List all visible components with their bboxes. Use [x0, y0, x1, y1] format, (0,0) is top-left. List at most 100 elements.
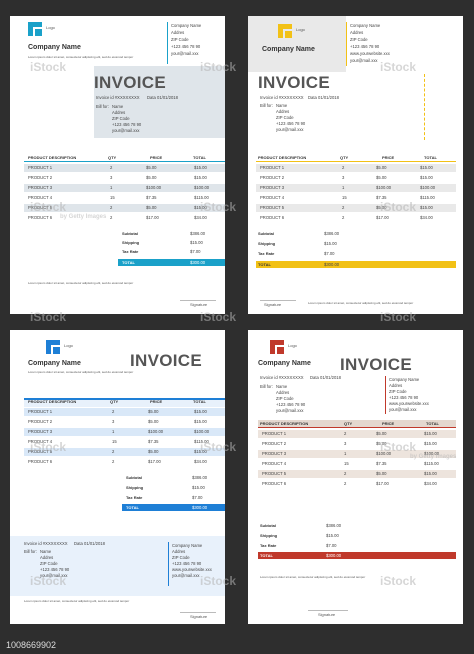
table-row [24, 164, 225, 172]
bill-address: Addres [276, 390, 290, 395]
cell-price: $5.00 [146, 165, 157, 170]
table-row [24, 184, 225, 192]
header-description: PRODUCT DESCRIPTION [28, 155, 77, 160]
cell-price: $5.00 [376, 441, 387, 446]
cell-total: $15.00 [194, 449, 207, 454]
company-info-website: www.yourwebsite.xxx [389, 401, 429, 406]
cell-qty: 1 [342, 185, 345, 190]
tax-value: $7.00 [326, 543, 337, 548]
cell-description: PRODUCT 5 [260, 205, 285, 210]
accent-bar [168, 542, 169, 586]
watermark-brand: iStock [30, 60, 67, 74]
cell-price: $17.00 [376, 215, 389, 220]
company-info-zip: ZIP Code [389, 389, 407, 394]
bill-phone: +123 456 78 90 [112, 122, 142, 127]
cell-qty: 1 [112, 429, 115, 434]
cell-price: $100.00 [376, 451, 392, 456]
cell-price: $5.00 [376, 431, 387, 436]
company-name: Company Name [258, 360, 311, 367]
total-label: TOTAL [126, 505, 139, 510]
cell-description: PRODUCT 1 [28, 165, 53, 170]
cell-total: $100.00 [424, 451, 440, 456]
bill-name: Name [112, 104, 124, 109]
cell-description: PRODUCT 4 [262, 461, 287, 466]
header-qty: QTY [340, 155, 349, 160]
header-price: PRICE [382, 421, 395, 426]
table-header [24, 398, 225, 407]
invoice-title: INVOICE [340, 355, 413, 374]
bill-email: your@mail.xxx [276, 408, 304, 413]
watermark-brand: iStock [30, 574, 67, 588]
total-value: $300.00 [190, 260, 206, 265]
side-accent-dots [424, 74, 426, 140]
company-info-phone: +123 456 78 90 [350, 44, 380, 49]
company-info-name: Company Name [350, 23, 381, 28]
header-qty: QTY [110, 399, 119, 404]
company-info-address: Addres [389, 383, 403, 388]
subtotal-label: Subtotal [126, 475, 142, 480]
cell-price: $7.35 [376, 195, 387, 200]
table-row [256, 174, 456, 182]
logo-icon [28, 22, 42, 36]
cell-qty: 2 [110, 165, 113, 170]
bill-name: Name [276, 384, 288, 389]
cell-qty: 2 [344, 431, 347, 436]
cell-total: $100.00 [194, 429, 210, 434]
invoice-title: INVOICE [94, 73, 167, 92]
bill-zip: ZIP Code [276, 115, 294, 120]
bill-phone: +123 456 78 90 [276, 402, 306, 407]
table-row [24, 214, 225, 222]
logo-icon [270, 340, 284, 354]
cell-description: PRODUCT 5 [262, 471, 287, 476]
total-value: $300.00 [192, 505, 208, 510]
cell-qty: 2 [112, 409, 115, 414]
subtotal-label: Subtotal [260, 523, 276, 528]
cell-price: $17.00 [148, 459, 161, 464]
subtotal-value: $386.00 [326, 523, 342, 528]
invoice-title: INVOICE [130, 351, 203, 370]
cell-qty: 15 [110, 195, 115, 200]
image-id: 1008669902 [6, 640, 57, 650]
invoice-id: Invoice id #XXXXXXXX [260, 95, 304, 100]
cell-price: $17.00 [376, 481, 389, 486]
cell-qty: 1 [344, 451, 347, 456]
total-value: $300.00 [324, 262, 340, 267]
cell-total: $34.00 [194, 215, 207, 220]
table-row [258, 450, 456, 458]
header-description: PRODUCT DESCRIPTION [260, 421, 309, 426]
header-total: TOTAL [426, 421, 439, 426]
shipping-label: Shipping [122, 240, 140, 245]
cell-price: $7.35 [148, 439, 159, 444]
table-row [24, 418, 225, 426]
cell-qty: 15 [344, 461, 349, 466]
tax-label: Tax Rate [122, 249, 139, 254]
company-name: Company Name [262, 46, 315, 53]
cell-description: PRODUCT 2 [262, 441, 287, 446]
cell-total: $15.00 [194, 175, 207, 180]
bill-panel [94, 66, 225, 138]
tax-label: Tax Rate [258, 251, 275, 256]
company-info-address: Addres [171, 30, 185, 35]
signature-label: Signature [318, 612, 336, 617]
bill-zip: ZIP Code [112, 116, 130, 121]
cell-qty: 3 [112, 419, 115, 424]
invoice-date: Data 01/01/2018 [74, 541, 105, 546]
shipping-label: Shipping [126, 485, 144, 490]
total-value: $300.00 [326, 553, 342, 558]
cell-total: $100.00 [194, 185, 210, 190]
cell-qty: 3 [342, 175, 345, 180]
bill-label: Bill for: [260, 384, 273, 389]
cell-price: $5.00 [146, 205, 157, 210]
table-row [256, 184, 456, 192]
table-row [24, 428, 225, 436]
cell-description: PRODUCT 5 [28, 449, 53, 454]
cell-qty: 2 [344, 471, 347, 476]
watermark-brand: iStock [30, 440, 67, 454]
table-row [24, 408, 225, 416]
watermark-brand: iStock [200, 200, 237, 214]
bill-zip: ZIP Code [276, 396, 294, 401]
watermark-sub: by Getty Images [410, 454, 457, 460]
cell-total: $15.00 [194, 419, 207, 424]
cell-description: PRODUCT 3 [262, 451, 287, 456]
cell-price: $17.00 [146, 215, 159, 220]
